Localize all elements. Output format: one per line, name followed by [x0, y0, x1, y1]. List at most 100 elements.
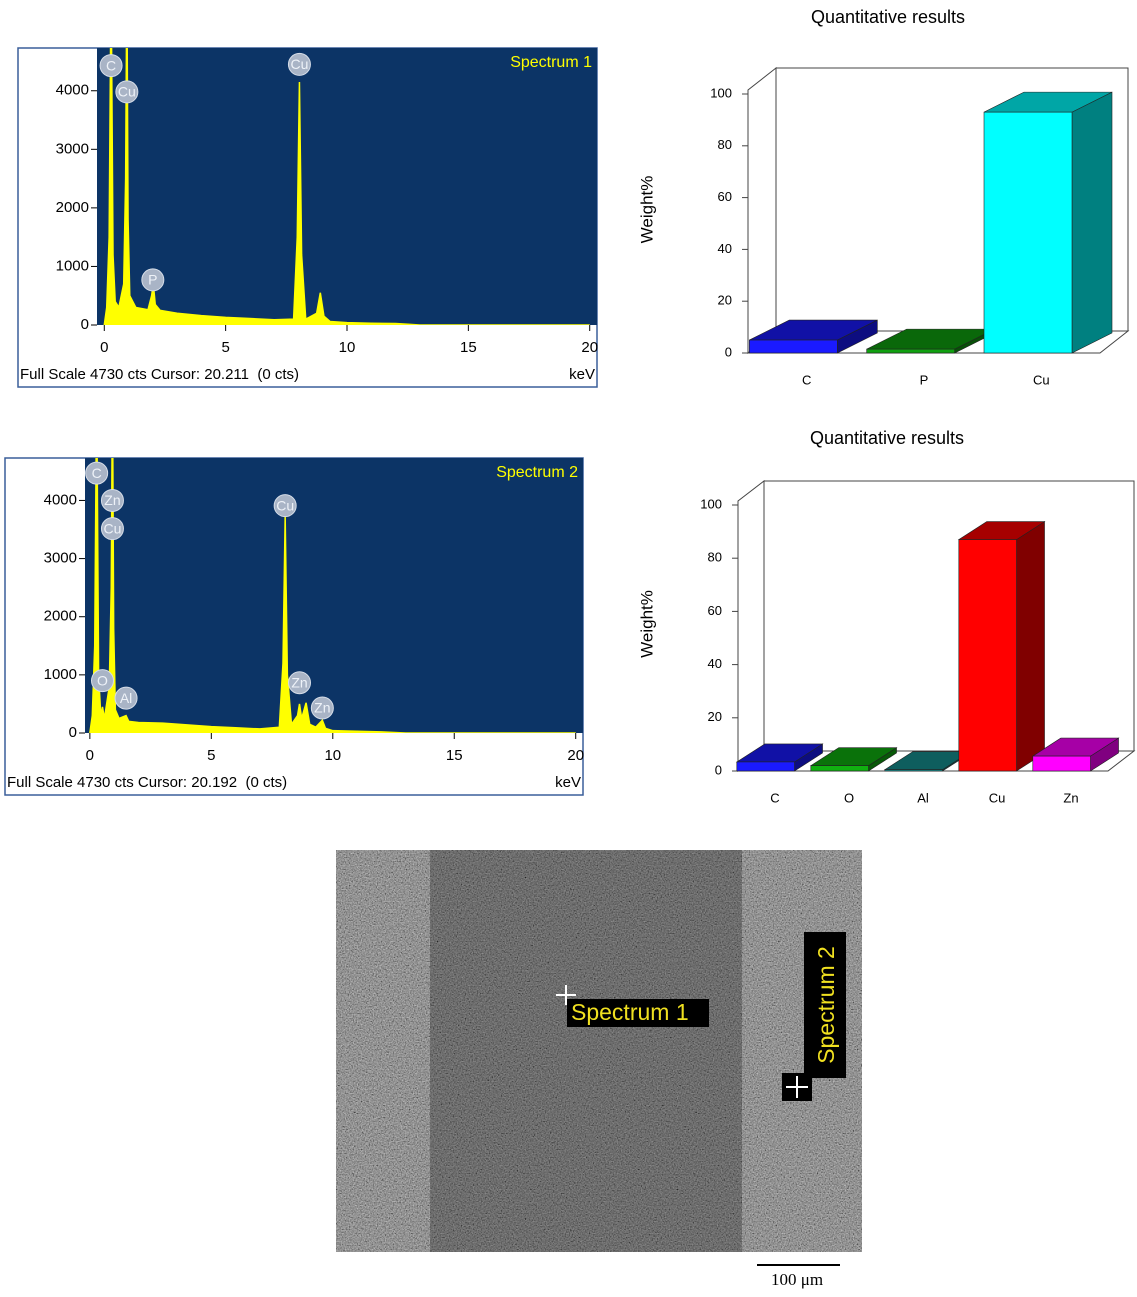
- y-tick-label: 80: [718, 137, 732, 152]
- y-tick-label: 0: [81, 316, 89, 333]
- bar: [866, 348, 955, 354]
- bar-side: [1071, 91, 1113, 354]
- peak-label: Cu: [290, 56, 308, 72]
- y-tick-label: 3000: [44, 550, 77, 567]
- peak-marker: [273, 494, 297, 518]
- spectrum: [103, 48, 590, 325]
- x-axis-label: keV: [555, 774, 581, 791]
- x-tick-label: 0: [100, 339, 108, 356]
- peak-label: C: [106, 57, 116, 73]
- label-box: [804, 932, 846, 1078]
- image-texture: [336, 850, 862, 1252]
- peak-label: C: [92, 465, 102, 481]
- peak-marker: [90, 669, 114, 693]
- bar: [884, 769, 943, 772]
- x-tick-label: Cu: [989, 790, 1006, 805]
- y-tick-label: 2000: [44, 608, 77, 625]
- y-tick-label: 1000: [44, 666, 77, 683]
- x-tick-label: 0: [86, 747, 94, 764]
- y-tick-label: 0: [715, 762, 722, 777]
- x-tick-label: 15: [446, 747, 463, 764]
- peak-label: Al: [120, 690, 132, 706]
- peak-label: Zn: [291, 674, 307, 690]
- peak-marker: [310, 696, 334, 720]
- x-tick-label: 5: [207, 747, 215, 764]
- y-tick-label: 60: [718, 189, 732, 204]
- label-box: [567, 999, 709, 1027]
- y-tick-label: 2000: [56, 199, 89, 216]
- x-tick-label: C: [802, 372, 811, 387]
- x-tick-label: 10: [324, 747, 341, 764]
- peak-marker: [141, 268, 165, 292]
- x-tick-label: 20: [581, 339, 598, 356]
- peak-label: Cu: [103, 520, 121, 536]
- plot-area: [97, 48, 597, 325]
- bar-side: [1016, 521, 1045, 772]
- bar: [736, 761, 795, 772]
- x-tick-label: P: [920, 372, 929, 387]
- peak-label: O: [97, 672, 108, 688]
- bar: [749, 339, 838, 354]
- x-tick-label: 20: [567, 747, 584, 764]
- peak-marker: [288, 671, 312, 695]
- x-tick-label: O: [844, 790, 854, 805]
- spectrum-title: Spectrum 1: [510, 54, 592, 71]
- x-tick-label: 10: [339, 339, 356, 356]
- scale-label: 100 μm: [771, 1270, 823, 1289]
- x-axis-label: keV: [569, 366, 595, 383]
- y-tick-label: 100: [710, 85, 732, 100]
- peak-marker: [85, 461, 109, 485]
- spectrum-footer: Full Scale 4730 cts Cursor: 20.211 (0 ct…: [20, 366, 299, 383]
- peak-marker: [100, 488, 124, 512]
- peak-label: Zn: [104, 492, 120, 508]
- x-tick-label: Cu: [1033, 372, 1050, 387]
- y-tick-label: 40: [708, 656, 722, 671]
- image-label: Spectrum 1: [571, 999, 689, 1025]
- y-tick-label: 100: [700, 496, 722, 511]
- peak-marker: [287, 52, 311, 76]
- x-tick-label: 5: [221, 339, 229, 356]
- spectrum-title: Spectrum 2: [496, 464, 578, 481]
- y-tick-label: 80: [708, 550, 722, 565]
- chart-title: Quantitative results: [810, 428, 964, 448]
- y-tick-label: 0: [69, 724, 77, 741]
- bar: [958, 539, 1017, 772]
- plot-area: [85, 458, 583, 733]
- y-tick-label: 20: [718, 293, 732, 308]
- x-tick-label: C: [770, 790, 779, 805]
- image-band: [430, 850, 742, 1252]
- x-tick-label: 15: [460, 339, 477, 356]
- y-tick-label: 4000: [44, 491, 77, 508]
- peak-label: Zn: [314, 700, 330, 716]
- peak-label: Cu: [276, 497, 294, 513]
- y-tick-label: 3000: [56, 140, 89, 157]
- spectrum-footer: Full Scale 4730 cts Cursor: 20.192 (0 ct…: [7, 774, 287, 791]
- x-tick-label: Zn: [1063, 790, 1078, 805]
- peak-label: P: [148, 272, 157, 288]
- spectrum: [89, 458, 576, 733]
- y-tick-label: 40: [718, 241, 732, 256]
- x-tick-label: Al: [917, 790, 929, 805]
- y-tick-label: 20: [708, 709, 722, 724]
- y-tick-label: 0: [725, 344, 732, 359]
- y-tick-label: 1000: [56, 257, 89, 274]
- peak-marker: [100, 517, 124, 541]
- peak-label: Cu: [118, 84, 136, 100]
- side-wall: [747, 66, 777, 355]
- peak-marker: [114, 686, 138, 710]
- sem-image: Spectrum 1 Spectrum 2 100 μm: [336, 850, 862, 1289]
- side-wall: [737, 479, 765, 773]
- y-axis-label: Weight%: [637, 590, 656, 658]
- bar: [1032, 755, 1091, 772]
- y-tick-label: 4000: [56, 82, 89, 99]
- bar: [983, 111, 1073, 354]
- bar: [810, 765, 869, 772]
- back-wall: [763, 480, 1135, 752]
- y-tick-label: 60: [708, 603, 722, 618]
- chart-title: Quantitative results: [811, 7, 965, 27]
- y-axis-label: Weight%: [637, 176, 656, 244]
- peak-marker: [99, 54, 123, 78]
- peak-marker: [115, 80, 139, 104]
